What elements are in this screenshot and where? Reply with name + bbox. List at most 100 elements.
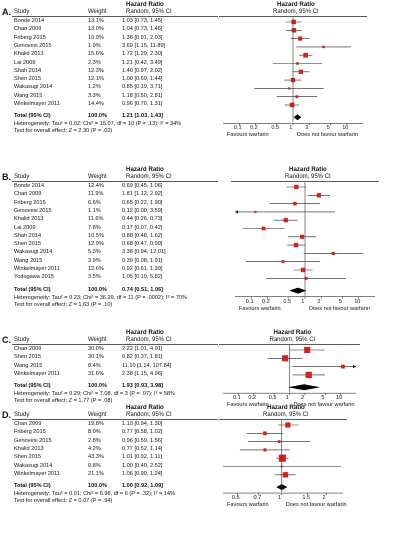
x-tick-label: 5: [321, 395, 325, 402]
study-weight: 6.6%: [88, 199, 101, 206]
study-name: Wang 2015: [14, 92, 43, 99]
study-hr-ci: 1.05 [0.19, 5.82]: [122, 274, 163, 281]
study-name: Lai 2009: [14, 224, 36, 231]
study-hr-ci: 1.36 [0.91, 2.03]: [122, 34, 163, 41]
x-tick-label: 1: [277, 495, 282, 502]
column-header-hr: Hazard Ratio: [126, 404, 164, 411]
study-weight: 1.2%: [88, 84, 101, 91]
study-estimate-square: [282, 472, 289, 478]
x-tick-label: 1.5: [302, 495, 311, 502]
study-name: Khalid 2013: [14, 51, 44, 58]
study-estimate-square: [291, 28, 297, 33]
total-label: Total (95% CI): [14, 483, 51, 490]
column-header-study: Study: [14, 174, 30, 180]
column-header-hr-sub: Random, 95% CI: [126, 337, 172, 343]
column-header-study: Study: [14, 9, 30, 15]
study-estimate-square: [282, 355, 289, 362]
study-hr-ci: 1.72 [1.29, 2.30]: [122, 51, 163, 58]
study-weight: 14.4%: [88, 101, 104, 107]
study-weight: 1.1%: [88, 207, 101, 214]
study-estimate-square: [261, 226, 266, 231]
panel-letter: D.: [2, 410, 11, 420]
ci-arrow-right: [353, 364, 356, 369]
study-estimate-square: [294, 184, 299, 190]
overall-effect-note: Test for overall effect: Z = 1.77 (P = .…: [14, 398, 113, 405]
study-estimate-square: [299, 234, 305, 239]
study-weight: 8.0%: [88, 429, 101, 436]
total-hr-ci: 0.74 [0.51, 1.06]: [122, 286, 164, 293]
study-hr-ci: 0.44 [0.26, 0.73]: [122, 216, 163, 223]
column-header-hr: Hazard Ratio: [126, 329, 164, 336]
x-tick-label: 5: [326, 125, 330, 132]
study-name: Chan 2009: [14, 421, 42, 427]
study-estimate-square: [341, 364, 345, 369]
study-name: Wakasugi 2014: [14, 84, 53, 91]
study-hr-ci: 0.17 [0.07, 0.42]: [122, 224, 163, 231]
favours-right-label: Does not favour warfarin: [309, 305, 370, 312]
column-header-hr-sub: Random, 95% CI: [126, 412, 172, 418]
study-weight: 19.8%: [88, 421, 104, 427]
total-hr-ci: 1.00 [0.92, 1.09]: [122, 483, 164, 490]
study-hr-ci: 1.04 [0.73, 1.46]: [122, 26, 163, 33]
study-estimate-square: [281, 260, 285, 264]
column-header-hr-sub: Random, 95% CI: [126, 174, 172, 180]
study-name: Yodogawa 2015: [14, 274, 54, 281]
study-weight: 4.2%: [88, 445, 101, 452]
heterogeneity-note: Heterogeneity: Tau² = 0.02; Chi² = 15.07…: [14, 121, 182, 128]
study-hr-ci: 0.88 [0.48, 1.62]: [122, 232, 163, 239]
x-tick-label: 0.1: [245, 298, 254, 305]
x-tick-label: 2: [322, 495, 326, 502]
study-weight: 5.3%: [88, 249, 101, 256]
study-name: Shen 2015: [14, 454, 42, 461]
study-hr-ci: 3.36 [0.94, 12.01]: [122, 249, 166, 256]
study-name: Friberg 2015: [14, 429, 46, 436]
study-weight: 30.0%: [88, 346, 104, 352]
total-hr-ci: 1.93 [0.93, 3.98]: [122, 383, 164, 390]
study-weight: 13.0%: [88, 26, 104, 33]
total-weight: 100.0%: [88, 286, 107, 293]
study-hr-ci: 11.10 [1.14, 107.84]: [122, 362, 172, 369]
study-hr-ci: 1.00 [0.40, 2.52]: [122, 462, 163, 469]
study-name: Shen 2015: [14, 354, 42, 361]
study-hr-ci: 0.96 [0.70, 1.31]: [122, 101, 163, 107]
study-estimate-square: [293, 242, 299, 248]
study-name: Genovesi 2015: [14, 207, 52, 214]
x-tick-label: 0.1: [232, 395, 241, 402]
study-hr-ci: 2.38 [1.15, 4.96]: [122, 370, 163, 377]
study-hr-ci: 0.39 [0.08, 1.91]: [122, 257, 163, 264]
plot-header-hr: Hazard Ratio: [277, 1, 315, 8]
study-weight: 10.9%: [88, 34, 104, 41]
study-name: Wakasugi 2014: [14, 249, 53, 256]
x-tick-label: 5: [338, 298, 342, 305]
panel-letter: B.: [2, 172, 11, 182]
column-header-hr: Hazard Ratio: [126, 166, 164, 173]
study-name: Friberg 2015: [14, 199, 46, 206]
study-name: Genovesi 2015: [14, 42, 52, 49]
study-estimate-square: [316, 193, 322, 198]
total-weight: 100.0%: [88, 383, 107, 390]
total-label: Total (95% CI): [14, 286, 51, 293]
study-name: Chan 2009: [14, 191, 42, 198]
study-weight: 3.5%: [88, 274, 101, 281]
study-name: Bonde 2014: [14, 183, 45, 189]
favours-left-label: Favours warfarin: [227, 132, 269, 139]
study-name: Winkelmayer 2011: [14, 266, 60, 272]
study-name: Bonde 2014: [14, 18, 45, 24]
study-estimate-square: [331, 251, 335, 256]
favours-right-label: Does not favour warfarin: [297, 132, 358, 139]
study-estimate-square: [263, 448, 267, 452]
study-weight: 13.1%: [88, 18, 104, 24]
total-hr-ci: 1.21 [1.03, 1.43]: [122, 113, 164, 120]
panel-letter: C.: [2, 335, 11, 345]
column-header-weight: Weight: [88, 337, 107, 343]
study-name: Wakasugi 2014: [14, 462, 53, 469]
heterogeneity-note: Heterogeneity: Tau² = 0.01; Chi² = 6.98,…: [14, 491, 176, 498]
study-hr-ci: 1.10 [0.94, 1.30]: [122, 421, 163, 427]
study-weight: 12.3%: [88, 67, 104, 74]
study-weight: 8.4%: [88, 362, 101, 369]
study-hr-ci: 1.03 [0.73, 1.45]: [122, 18, 163, 24]
favours-right-label: Does not favour warfarin: [293, 402, 355, 409]
pooled-estimate-diamond: [287, 384, 321, 391]
total-weight: 100.0%: [88, 113, 107, 120]
